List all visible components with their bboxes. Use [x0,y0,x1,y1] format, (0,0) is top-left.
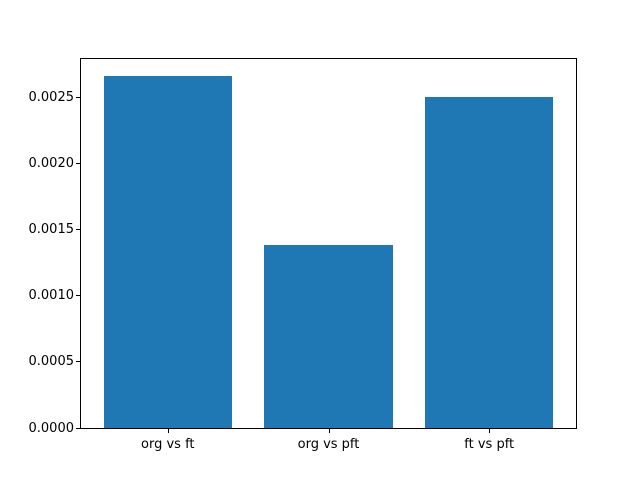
y-axis-tick-label: 0.0010 [28,288,75,304]
x-axis-tick-label: org vs ft [141,437,195,452]
y-axis-tick [76,162,80,164]
y-axis-tick-label: 0.0005 [28,354,75,370]
y-axis-tick-label: 0.0025 [28,89,75,105]
bar-org-vs-ft [103,76,233,428]
x-axis-tick [328,429,330,433]
bar-org-vs-pft [264,245,393,428]
y-axis-tick [76,295,80,297]
y-axis-tick-label: 0.0015 [28,222,75,238]
y-axis-tick-label: 0.0000 [28,420,75,436]
y-axis-tick [76,361,80,363]
x-axis-tick-label: org vs pft [297,437,360,452]
x-axis-tick-label: ft vs pft [464,437,515,452]
y-axis-tick [76,427,80,429]
x-axis-tick [489,429,491,433]
y-axis-tick-label: 0.0020 [28,155,75,171]
bar-ft-vs-pft [424,97,554,428]
y-axis-tick [76,229,80,231]
y-axis-tick [76,96,80,98]
x-axis-tick [167,429,169,433]
plot-area: 0.0000 0.0005 0.0010 0.0015 0.0020 0.0025 org … [29,58,577,452]
